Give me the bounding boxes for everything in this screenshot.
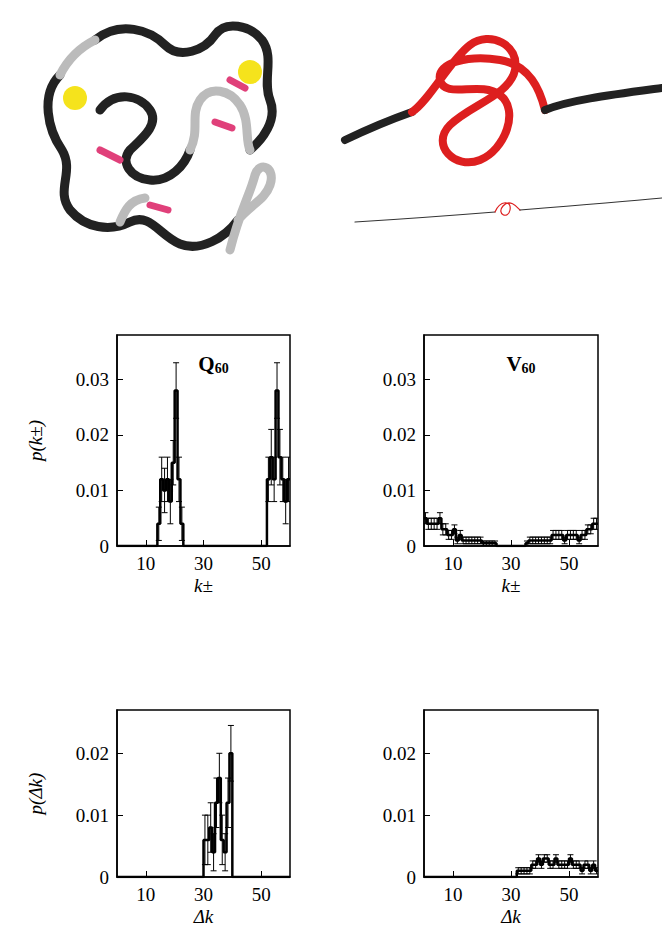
- svg-text:k±: k±: [194, 575, 213, 596]
- svg-text:10: 10: [444, 884, 463, 905]
- svg-text:0.01: 0.01: [383, 480, 416, 501]
- svg-text:30: 30: [194, 884, 213, 905]
- svg-text:30: 30: [502, 553, 521, 574]
- svg-text:60: 60: [522, 361, 536, 376]
- svg-text:10: 10: [136, 884, 155, 905]
- svg-text:Q: Q: [198, 352, 214, 376]
- svg-text:0.02: 0.02: [76, 424, 109, 445]
- svg-text:0.02: 0.02: [383, 424, 416, 445]
- svg-text:0.03: 0.03: [383, 369, 416, 390]
- svg-text:0: 0: [100, 867, 110, 888]
- svg-text:0: 0: [100, 536, 110, 557]
- svg-text:50: 50: [560, 553, 579, 574]
- svg-text:0.01: 0.01: [76, 480, 109, 501]
- svg-text:10: 10: [444, 553, 463, 574]
- svg-text:Δk: Δk: [193, 906, 214, 927]
- svg-text:0.02: 0.02: [383, 743, 416, 764]
- svg-text:0.03: 0.03: [76, 369, 109, 390]
- svg-text:30: 30: [194, 553, 213, 574]
- svg-text:0: 0: [407, 536, 417, 557]
- svg-text:0: 0: [407, 867, 417, 888]
- svg-text:Δk: Δk: [500, 906, 521, 927]
- svg-text:30: 30: [502, 884, 521, 905]
- svg-text:p(Δk): p(Δk): [25, 773, 47, 817]
- svg-text:0.01: 0.01: [76, 805, 109, 826]
- svg-text:0.01: 0.01: [383, 805, 416, 826]
- svg-text:k±: k±: [502, 575, 521, 596]
- svg-text:50: 50: [252, 884, 271, 905]
- svg-text:p(k±): p(k±): [25, 420, 47, 463]
- svg-text:0.02: 0.02: [76, 743, 109, 764]
- svg-text:50: 50: [252, 553, 271, 574]
- svg-text:10: 10: [136, 553, 155, 574]
- svg-text:50: 50: [560, 884, 579, 905]
- svg-text:60: 60: [215, 361, 229, 376]
- svg-text:V: V: [506, 352, 521, 376]
